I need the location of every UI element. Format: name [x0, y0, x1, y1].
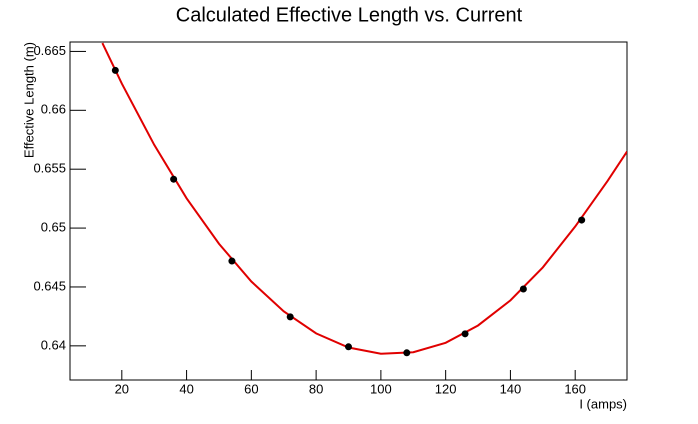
x-tick-label: 20	[115, 381, 129, 396]
plot-frame	[69, 41, 628, 381]
data-point	[345, 343, 352, 351]
x-tick-label: 60	[244, 381, 258, 396]
data-point	[170, 175, 178, 183]
data-point	[519, 285, 527, 293]
x-tick-label: 140	[500, 381, 522, 396]
x-tick-label: 100	[370, 381, 392, 396]
data-point	[578, 216, 586, 224]
x-tick-label: 80	[309, 381, 323, 396]
y-tick-label: 0.645	[33, 278, 66, 293]
x-tick-label: 120	[435, 381, 457, 396]
data-point	[461, 330, 469, 338]
y-tick-label: 0.66	[41, 102, 66, 117]
fit-curve	[101, 42, 627, 355]
chart-title: Calculated Effective Length vs. Current	[176, 4, 523, 26]
data-point	[228, 257, 236, 265]
y-tick-label: 0.665	[33, 43, 66, 58]
y-axis-label: Effective Length (m)	[21, 42, 36, 158]
x-tick-label: 160	[564, 381, 586, 396]
x-tick-label: 40	[179, 381, 193, 396]
x-axis-label: I (amps)	[579, 396, 627, 411]
data-point	[111, 66, 119, 74]
y-tick-label: 0.64	[41, 337, 66, 352]
y-tick-label: 0.655	[33, 161, 66, 176]
y-tick-label: 0.65	[41, 220, 66, 235]
data-point	[403, 349, 411, 357]
data-point	[286, 313, 294, 321]
